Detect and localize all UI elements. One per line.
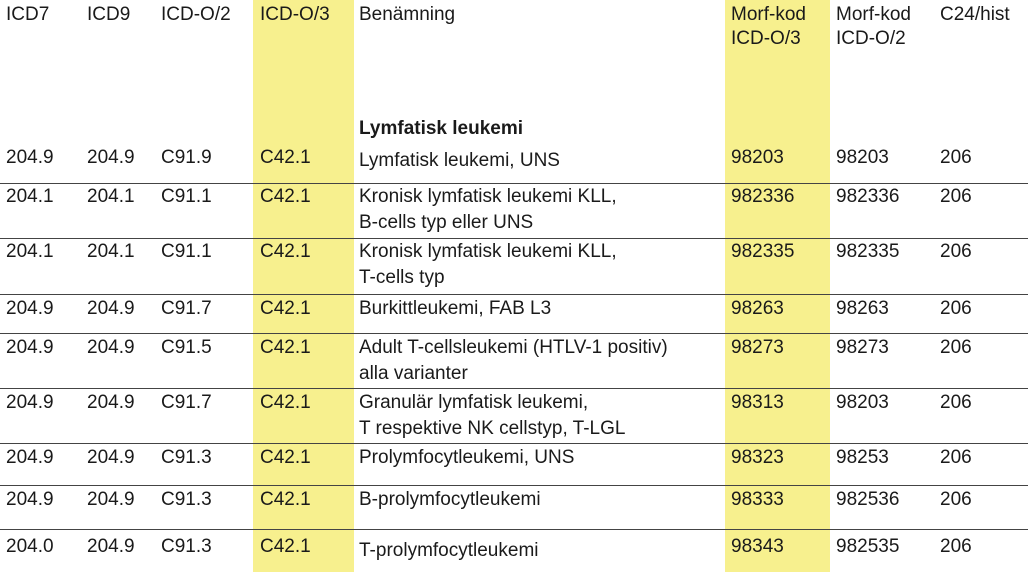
cell-icd-o3: C42.1 — [260, 147, 311, 168]
cell-icd-o2: C91.7 — [161, 392, 212, 413]
morf-icd-o3-column-highlight — [725, 0, 830, 572]
cell-icd7: 204.9 — [6, 489, 54, 510]
cell-benamning: Lymfatisk leukemi, UNS — [359, 150, 560, 171]
cell-c24-hist: 206 — [940, 186, 972, 207]
cell-icd-o2: C91.1 — [161, 186, 212, 207]
cell-icd-o2: C91.5 — [161, 337, 212, 358]
cell-morf-icd-o2: 98203 — [836, 147, 889, 168]
cell-morf-icd-o2: 98263 — [836, 298, 889, 319]
cell-c24-hist: 206 — [940, 298, 972, 319]
cell-benamning: Prolymfocytleukemi, UNS — [359, 447, 575, 468]
header-c24-hist: C24/hist — [940, 4, 1010, 25]
cell-icd-o3: C42.1 — [260, 186, 311, 207]
cell-morf-icd-o2: 982336 — [836, 186, 900, 207]
row-divider — [0, 485, 1028, 486]
row-divider — [0, 529, 1028, 530]
cell-icd-o2: C91.3 — [161, 489, 212, 510]
header-icd7: ICD7 — [6, 4, 50, 25]
cell-c24-hist: 206 — [940, 147, 972, 168]
cell-benamning: Granulär lymfatisk leukemi, T respektive… — [359, 392, 626, 439]
cell-icd9: 204.9 — [87, 298, 135, 319]
cell-icd7: 204.1 — [6, 241, 54, 262]
header-benamning: Benämning — [359, 4, 456, 25]
header-icd9: ICD9 — [87, 4, 131, 25]
cell-icd9: 204.9 — [87, 447, 135, 468]
cell-morf-icd-o2: 98273 — [836, 337, 889, 358]
cell-c24-hist: 206 — [940, 536, 972, 557]
cell-benamning: Burkittleukemi, FAB L3 — [359, 298, 552, 319]
cell-icd9: 204.1 — [87, 241, 135, 262]
cell-morf-icd-o2: 98253 — [836, 447, 889, 468]
row-divider — [0, 238, 1028, 239]
cell-icd7: 204.9 — [6, 392, 54, 413]
cell-icd-o3: C42.1 — [260, 392, 311, 413]
header-morf-icd-o3: Morf-kod ICD-O/3 — [731, 4, 806, 49]
cell-icd-o3: C42.1 — [260, 489, 311, 510]
cell-icd7: 204.0 — [6, 536, 54, 557]
cell-icd7: 204.9 — [6, 147, 54, 168]
cell-icd-o3: C42.1 — [260, 536, 311, 557]
section-title: Lymfatisk leukemi — [359, 118, 524, 139]
cell-icd-o3: C42.1 — [260, 337, 311, 358]
cell-icd-o2: C91.7 — [161, 298, 212, 319]
cell-icd-o2: C91.9 — [161, 147, 212, 168]
cell-morf-icd-o3: 98323 — [731, 447, 784, 468]
cell-morf-icd-o3: 98313 — [731, 392, 784, 413]
cell-morf-icd-o3: 98203 — [731, 147, 784, 168]
cell-icd9: 204.9 — [87, 536, 135, 557]
cell-icd-o3: C42.1 — [260, 298, 311, 319]
cell-benamning: Adult T-cellsleukemi (HTLV-1 positiv) al… — [359, 337, 668, 384]
cell-morf-icd-o2: 982536 — [836, 489, 900, 510]
cell-c24-hist: 206 — [940, 489, 972, 510]
cell-icd-o2: C91.3 — [161, 536, 212, 557]
cell-icd9: 204.1 — [87, 186, 135, 207]
header-icd-o2: ICD-O/2 — [161, 4, 231, 25]
header-icd-o3: ICD-O/3 — [260, 4, 330, 25]
cell-morf-icd-o3: 98263 — [731, 298, 784, 319]
cell-morf-icd-o2: 98203 — [836, 392, 889, 413]
cell-icd7: 204.9 — [6, 298, 54, 319]
cell-benamning: T-prolymfocytleukemi — [359, 540, 539, 561]
cell-morf-icd-o3: 98343 — [731, 536, 784, 557]
cell-icd7: 204.9 — [6, 447, 54, 468]
cell-icd9: 204.9 — [87, 337, 135, 358]
cell-icd-o2: C91.1 — [161, 241, 212, 262]
cell-icd7: 204.9 — [6, 337, 54, 358]
cell-c24-hist: 206 — [940, 392, 972, 413]
cell-icd9: 204.9 — [87, 147, 135, 168]
icd-o3-column-highlight — [253, 0, 354, 572]
row-divider — [0, 183, 1028, 184]
cell-icd-o3: C42.1 — [260, 447, 311, 468]
cell-c24-hist: 206 — [940, 337, 972, 358]
cell-morf-icd-o3: 982335 — [731, 241, 795, 262]
cell-icd-o3: C42.1 — [260, 241, 311, 262]
cell-c24-hist: 206 — [940, 241, 972, 262]
cell-morf-icd-o3: 98273 — [731, 337, 784, 358]
row-divider — [0, 443, 1028, 444]
row-divider — [0, 388, 1028, 389]
cell-icd-o2: C91.3 — [161, 447, 212, 468]
cell-morf-icd-o3: 982336 — [731, 186, 795, 207]
header-morf-icd-o2: Morf-kod ICD-O/2 — [836, 4, 911, 49]
cell-icd7: 204.1 — [6, 186, 54, 207]
cell-benamning: Kronisk lymfatisk leukemi KLL, T-cells t… — [359, 241, 617, 288]
row-divider — [0, 333, 1028, 334]
cell-morf-icd-o2: 982535 — [836, 536, 900, 557]
cell-morf-icd-o2: 982335 — [836, 241, 900, 262]
row-divider — [0, 294, 1028, 295]
cell-icd9: 204.9 — [87, 392, 135, 413]
cell-benamning: B-prolymfocytleukemi — [359, 489, 541, 510]
cell-c24-hist: 206 — [940, 447, 972, 468]
cell-icd9: 204.9 — [87, 489, 135, 510]
cell-benamning: Kronisk lymfatisk leukemi KLL, B-cells t… — [359, 186, 617, 233]
cell-morf-icd-o3: 98333 — [731, 489, 784, 510]
